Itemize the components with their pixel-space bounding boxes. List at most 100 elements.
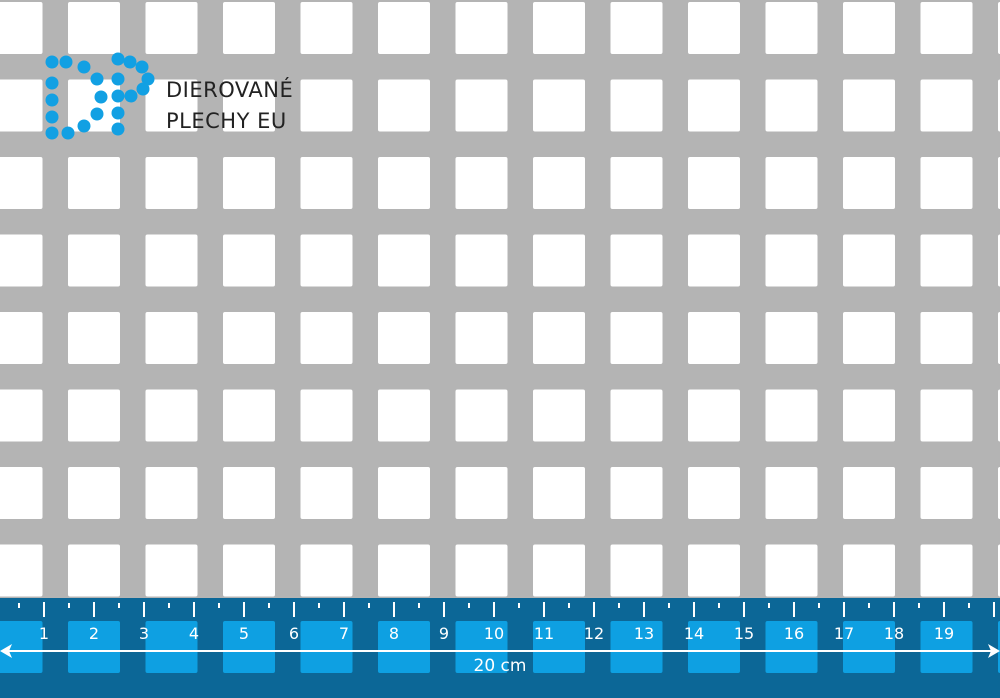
ruler-hole — [378, 621, 430, 673]
hole — [610, 312, 663, 364]
logo-dot — [90, 107, 104, 121]
hole — [223, 467, 275, 519]
ruler-number: 16 — [784, 624, 804, 643]
ruler-numbers: 1 2 3 4 5 6 7 8 9 10 11 12 13 14 15 16 17 18 19 — [39, 624, 954, 643]
hole — [920, 389, 973, 442]
ruler-number: 10 — [484, 624, 504, 643]
logo-dot — [111, 106, 125, 120]
hole — [843, 389, 895, 442]
hole — [378, 79, 430, 132]
ruler-number: 1 — [39, 624, 49, 643]
hole — [0, 467, 43, 519]
ruler-number: 15 — [734, 624, 754, 643]
hole — [765, 234, 818, 287]
hole — [688, 79, 740, 132]
ruler-hole — [920, 621, 973, 673]
hole — [920, 544, 973, 597]
hole — [0, 2, 43, 54]
ruler-hole — [765, 621, 818, 673]
hole — [610, 79, 663, 132]
hole — [843, 234, 895, 287]
hole — [223, 389, 275, 442]
hole — [455, 312, 508, 364]
logo-dot — [77, 119, 91, 133]
hole — [145, 544, 198, 597]
hole — [533, 234, 585, 287]
hole — [765, 467, 818, 519]
double-arrow-icon — [0, 644, 1000, 658]
hole — [688, 544, 740, 597]
logo-dot — [61, 126, 75, 140]
hole — [300, 544, 353, 597]
hole — [0, 234, 43, 287]
ruler-number: 11 — [534, 624, 554, 643]
hole — [688, 234, 740, 287]
hole — [145, 389, 198, 442]
hole — [455, 79, 508, 132]
hole — [223, 2, 275, 54]
hole — [920, 312, 973, 364]
ruler-number: 9 — [439, 624, 449, 643]
logo-dot — [135, 60, 149, 74]
hole — [455, 544, 508, 597]
ruler-hole — [843, 621, 895, 673]
ruler-number: 7 — [339, 624, 349, 643]
ruler-hole — [533, 621, 585, 673]
hole — [455, 467, 508, 519]
hole — [765, 544, 818, 597]
hole-grid — [0, 2, 1000, 597]
logo-dp-icon — [45, 52, 155, 140]
ruler-number: 6 — [289, 624, 299, 643]
ruler-hole — [145, 621, 198, 673]
hole — [610, 157, 663, 209]
hole — [378, 157, 430, 209]
hole — [610, 389, 663, 442]
hole — [533, 2, 585, 54]
ruler-number: 3 — [139, 624, 149, 643]
hole — [145, 234, 198, 287]
logo-dot — [45, 76, 59, 90]
logo-dot — [111, 72, 125, 86]
logo-dot — [45, 55, 59, 69]
hole — [145, 79, 198, 132]
hole — [145, 2, 198, 54]
hole — [920, 2, 973, 54]
hole — [300, 234, 353, 287]
hole — [533, 312, 585, 364]
ruler-number: 5 — [239, 624, 249, 643]
hole — [610, 2, 663, 54]
logo-dot — [90, 72, 104, 86]
hole — [378, 544, 430, 597]
brand-name-line1: DIEROVANÉ — [166, 78, 294, 102]
ruler-number: 4 — [189, 624, 199, 643]
hole — [843, 79, 895, 132]
logo-dot — [136, 82, 150, 96]
hole — [0, 544, 43, 597]
hole — [455, 234, 508, 287]
hole — [688, 2, 740, 54]
hole — [920, 157, 973, 209]
hole — [145, 467, 198, 519]
hole — [68, 389, 120, 442]
hole — [378, 389, 430, 442]
hole — [920, 234, 973, 287]
logo-dot — [45, 93, 59, 107]
hole — [688, 389, 740, 442]
hole — [688, 467, 740, 519]
hole — [300, 157, 353, 209]
hole — [843, 312, 895, 364]
hole — [765, 389, 818, 442]
hole — [300, 312, 353, 364]
ruler-span-label: 20 cm — [474, 656, 527, 676]
hole — [843, 2, 895, 54]
hole — [765, 79, 818, 132]
hole — [843, 544, 895, 597]
hole — [455, 157, 508, 209]
ruler-number: 2 — [89, 624, 99, 643]
hole — [765, 157, 818, 209]
ruler-hole — [223, 621, 275, 673]
ruler-number: 13 — [634, 624, 654, 643]
hole — [68, 2, 120, 54]
hole — [610, 467, 663, 519]
hole — [300, 2, 353, 54]
